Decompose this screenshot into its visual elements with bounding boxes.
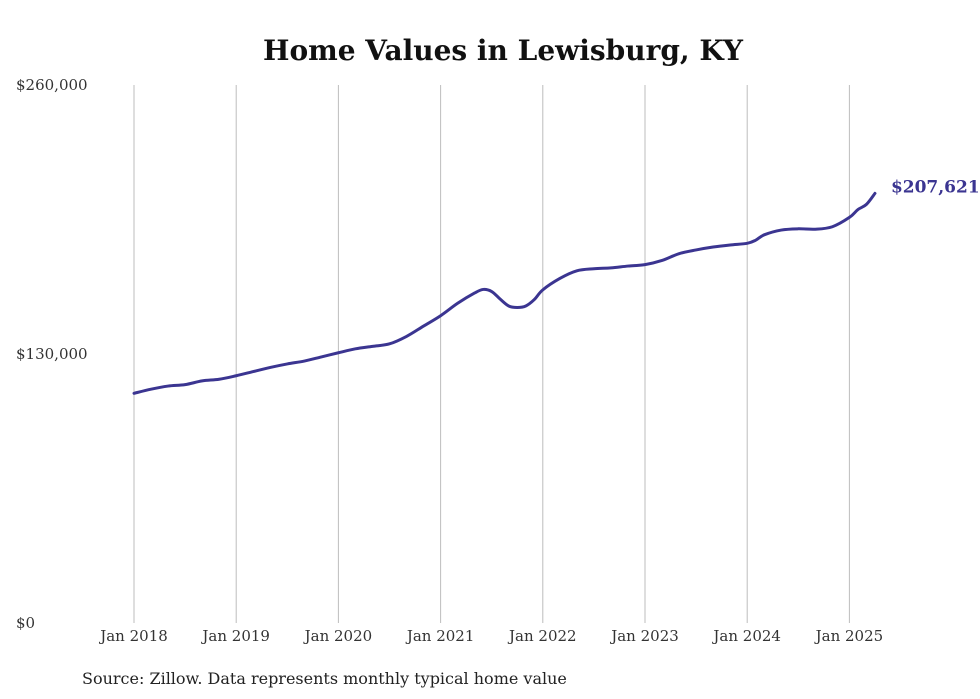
home-value-line [132, 191, 877, 395]
x-axis-ticks: Jan 2018 Jan 2019 Jan 2020 Jan 2021 Jan 2022… [98, 627, 883, 645]
y-tick-label: $260,000 [16, 76, 88, 94]
x-tick-label: Jan 2025 [814, 627, 884, 645]
x-tick-label: Jan 2022 [507, 627, 577, 645]
x-tick-label: Jan 2019 [200, 627, 270, 645]
x-tick-label: Jan 2023 [609, 627, 679, 645]
chart-title: Home Values in Lewisburg, KY [263, 34, 744, 67]
y-axis-ticks: $260,000 $130,000 $0 [16, 76, 88, 632]
x-gridlines [133, 85, 850, 623]
end-value-label: $207,621 [891, 177, 980, 197]
y-tick-label: $0 [16, 614, 35, 632]
y-tick-label: $130,000 [16, 345, 88, 363]
x-tick-label: Jan 2024 [711, 627, 781, 645]
x-tick-label: Jan 2018 [98, 627, 168, 645]
source-note: Source: Zillow. Data represents monthly … [82, 669, 567, 688]
x-tick-label: Jan 2021 [405, 627, 475, 645]
x-tick-label: Jan 2020 [303, 627, 373, 645]
